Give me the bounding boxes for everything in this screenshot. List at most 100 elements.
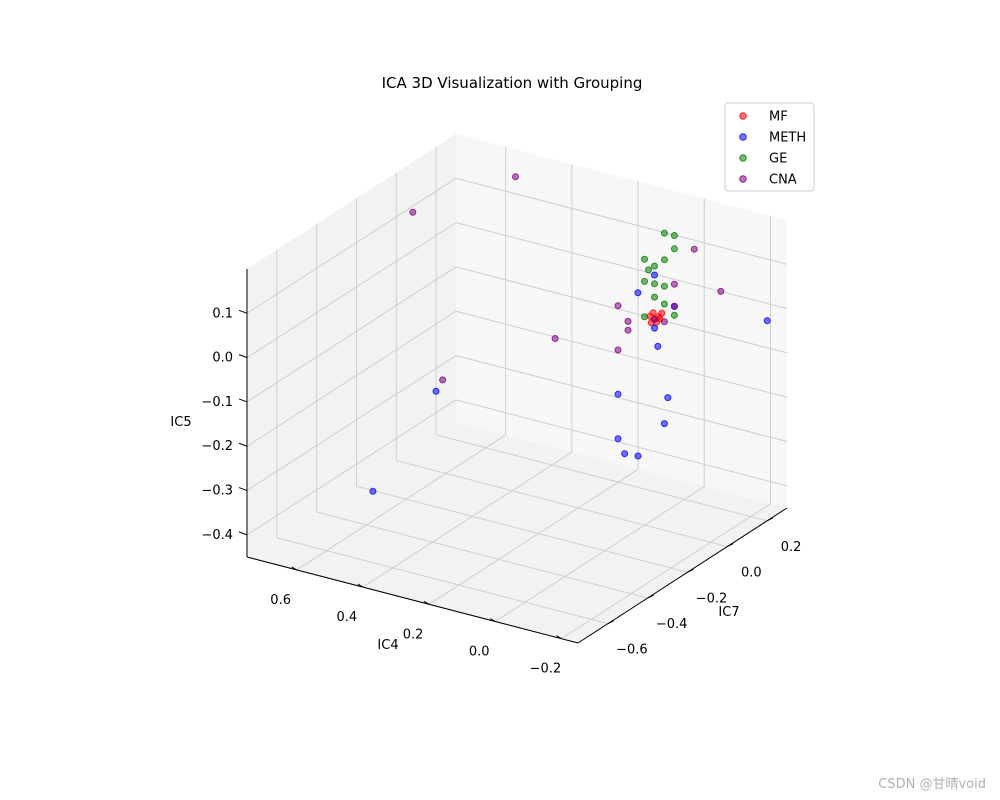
point-meth xyxy=(763,317,771,325)
point-ge xyxy=(645,266,652,274)
grid-lines xyxy=(246,146,788,640)
z-tick-label: 0.0 xyxy=(212,351,233,366)
grid-line xyxy=(455,355,788,443)
point-meth xyxy=(634,452,642,460)
point-meth xyxy=(654,342,662,350)
point-ge xyxy=(641,255,648,263)
legend-label-meth: METH xyxy=(769,131,806,146)
grid-line xyxy=(246,266,457,403)
point-ge xyxy=(641,313,648,321)
y-tick-label: 0.2 xyxy=(781,540,802,555)
point-meth xyxy=(651,324,658,332)
x-tick-label: 0.0 xyxy=(469,645,490,660)
z-tick-mark xyxy=(238,442,248,447)
x-tick-label: 0.2 xyxy=(403,627,424,642)
left-wall-pane xyxy=(247,134,456,557)
point-meth xyxy=(369,487,377,495)
point-mf xyxy=(658,309,666,317)
y-tick-label: −0.6 xyxy=(616,643,648,658)
z-tick-mark xyxy=(238,354,248,359)
point-meth xyxy=(614,435,622,443)
y-tick-mark xyxy=(727,543,734,548)
point-meth xyxy=(634,289,642,297)
axis-panes xyxy=(247,134,787,643)
point-ge xyxy=(670,311,678,319)
grid-line xyxy=(316,511,648,599)
point-ge xyxy=(660,229,668,237)
point-cna xyxy=(512,173,519,181)
point-cna xyxy=(670,280,678,288)
grid-line xyxy=(455,310,788,398)
point-cna xyxy=(614,302,622,310)
z-tick-mark xyxy=(238,309,248,314)
x-axis-line xyxy=(246,556,579,644)
point-cna xyxy=(670,302,678,310)
point-ge xyxy=(641,277,648,285)
grid-line xyxy=(396,460,728,548)
y-tick-mark xyxy=(647,594,654,599)
grid-line xyxy=(561,503,771,640)
x-tick-mark xyxy=(357,583,364,588)
grid-line xyxy=(246,355,457,491)
grid-line xyxy=(246,399,457,536)
grid-line xyxy=(494,486,705,622)
point-ge xyxy=(660,300,668,308)
legend-marker-meth xyxy=(739,133,747,141)
floor-pane xyxy=(247,422,787,643)
point-cna xyxy=(717,287,725,295)
point-meth xyxy=(432,387,440,395)
z-tick-label: −0.1 xyxy=(201,395,233,410)
y-tick-label: 0.0 xyxy=(741,566,762,581)
grid-line xyxy=(455,177,788,265)
point-cna xyxy=(660,318,668,326)
z-tick-label: −0.3 xyxy=(201,484,233,499)
point-ge xyxy=(670,245,678,253)
point-cna xyxy=(409,208,417,216)
x-tick-mark xyxy=(423,600,430,605)
y-tick-label: −0.2 xyxy=(696,591,728,606)
point-meth xyxy=(664,394,672,402)
grid-line xyxy=(276,537,608,625)
x-axis-label: IC4 xyxy=(377,638,398,653)
legend-marker-cna xyxy=(739,175,747,183)
x-tick-label: 0.4 xyxy=(337,610,358,625)
z-tick-label: 0.1 xyxy=(212,306,233,321)
grid-line xyxy=(455,399,788,487)
y-tick-mark xyxy=(766,517,774,522)
z-axis-label: IC5 xyxy=(170,415,191,430)
grid-line xyxy=(455,222,788,310)
y-tick-mark xyxy=(607,620,615,625)
point-meth xyxy=(621,450,629,458)
point-meth xyxy=(651,271,658,279)
scatter-points xyxy=(369,173,771,495)
grid-line xyxy=(296,434,506,571)
legend-label-cna: CNA xyxy=(769,173,797,188)
point-ge xyxy=(651,262,658,270)
y-tick-label: −0.4 xyxy=(656,617,688,632)
watermark: CSDN @甘晴void xyxy=(878,777,986,792)
legend-marker-mf xyxy=(739,112,747,120)
grid-line xyxy=(455,266,788,354)
z-tick-mark xyxy=(238,531,248,536)
grid-line xyxy=(428,468,639,605)
grid-line xyxy=(246,222,457,359)
y-axis-label: IC7 xyxy=(718,605,739,620)
x-tick-label: 0.6 xyxy=(270,593,291,608)
z-tick-label: −0.2 xyxy=(201,439,233,454)
y-tick-mark xyxy=(687,568,694,573)
grid-line xyxy=(246,177,457,314)
point-cna xyxy=(624,317,632,325)
grid-line xyxy=(356,485,688,573)
x-tick-label: −0.2 xyxy=(530,662,562,677)
z-tick-mark xyxy=(238,398,248,403)
y-axis-line xyxy=(577,507,788,644)
legend-box xyxy=(724,102,815,192)
point-meth xyxy=(614,390,622,398)
legend: MF METH GE CNA xyxy=(724,102,815,192)
legend-marker-ge xyxy=(739,154,747,162)
legend-label-mf: MF xyxy=(769,110,788,125)
point-cna xyxy=(624,326,632,334)
point-meth xyxy=(660,420,668,428)
x-tick-mark xyxy=(556,635,562,640)
